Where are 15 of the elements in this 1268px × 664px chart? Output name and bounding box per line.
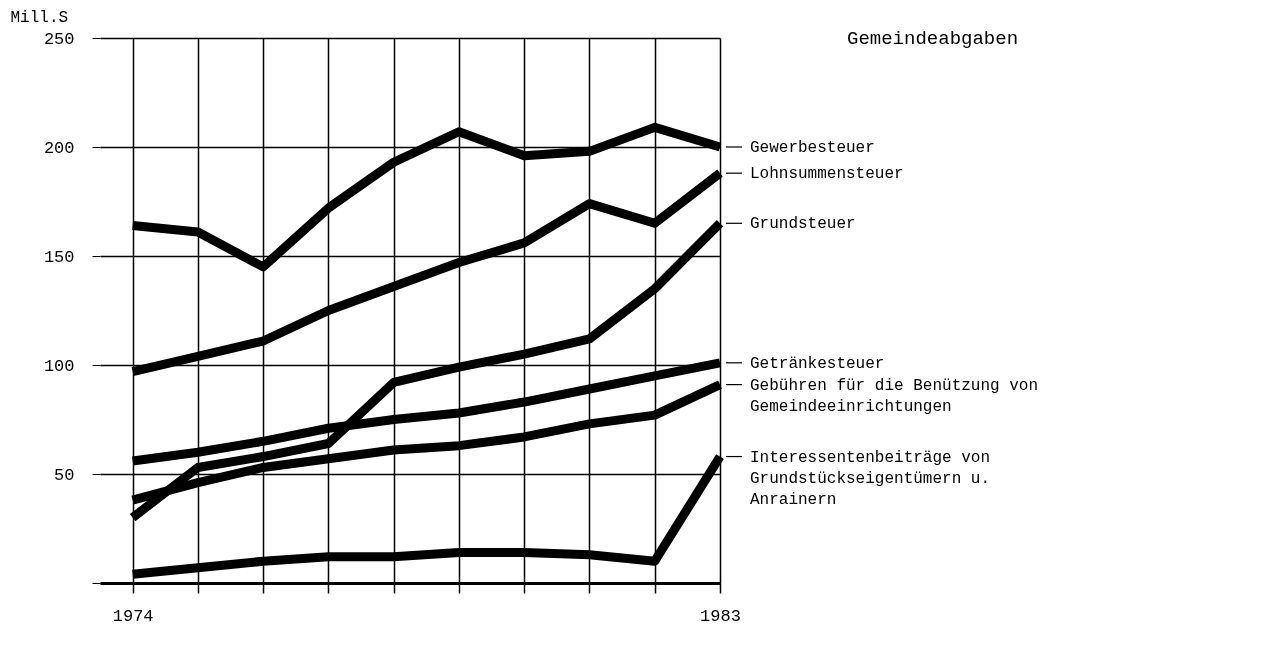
legend-label: Getränkesteuer xyxy=(750,354,885,373)
y-tick-label: 150 xyxy=(43,247,75,267)
legend-label: Gebühren für die Benützung von Gemeindeeinrichtungen xyxy=(750,376,1039,416)
y-tick-label: 100 xyxy=(43,356,75,376)
y-tick-label: 250 xyxy=(43,29,75,49)
x-tick-label: 1983 xyxy=(700,606,741,626)
legend-label: Interessentenbeiträge von Grundstückseigentümern u. Anrainern xyxy=(750,448,991,509)
text: Gemeindeabgaben xyxy=(847,28,1019,50)
y-tick-label: 200 xyxy=(43,138,75,158)
legend-label: Grundsteuer xyxy=(750,215,856,234)
legend-label: Lohnsummensteuer xyxy=(750,165,904,184)
x-tick-label: 1974 xyxy=(112,606,154,626)
y-tick-label: 50 xyxy=(54,465,75,485)
legend-label: Gewerbesteuer xyxy=(750,139,875,157)
y-axis-title: Mill.S xyxy=(10,8,69,27)
